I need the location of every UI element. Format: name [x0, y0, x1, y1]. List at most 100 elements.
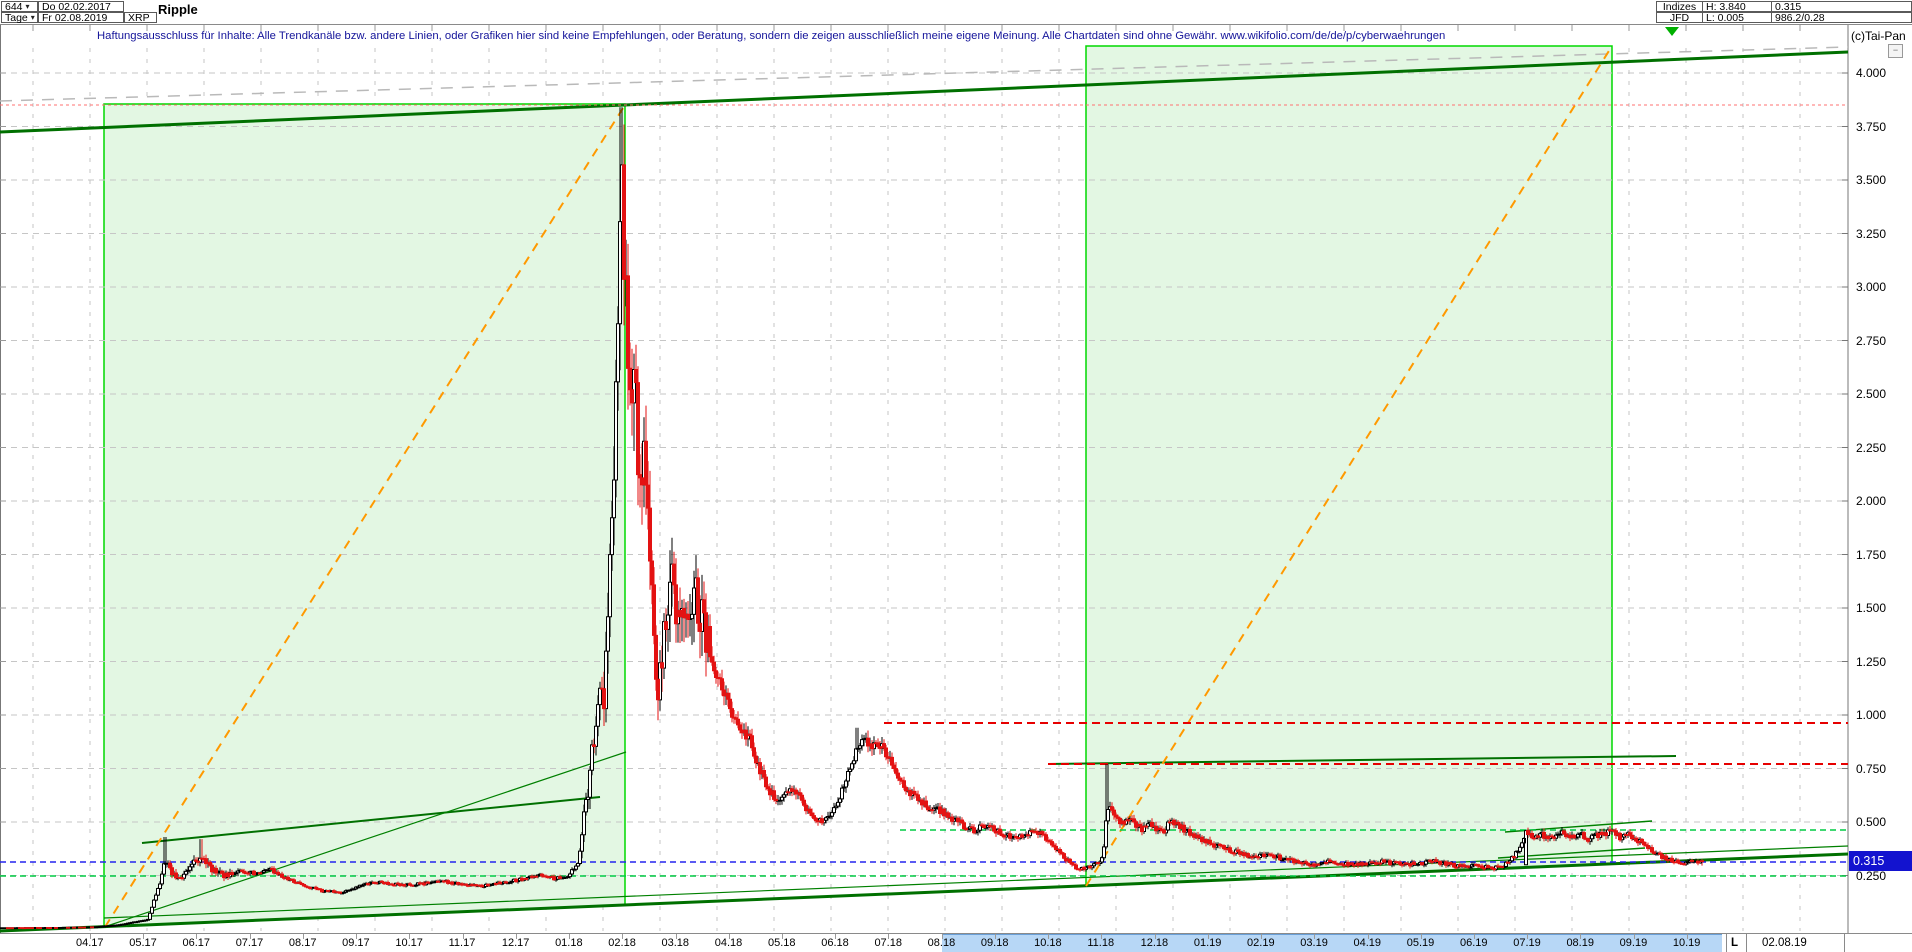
- date-to-field[interactable]: Fr 02.08.2019: [38, 12, 124, 23]
- period-count-value: 644: [5, 0, 23, 13]
- x-axis-tick: [1633, 934, 1635, 939]
- minimize-icon[interactable]: −: [1888, 44, 1903, 58]
- volume-value: 986.2/0.28: [1775, 12, 1825, 23]
- x-axis-tick: [1261, 934, 1263, 939]
- box1-mid-resistance[interactable]: [141, 796, 601, 844]
- x-axis-label: 08.17: [288, 937, 317, 949]
- channel-2019-lower[interactable]: [1497, 847, 1646, 859]
- x-axis-label: 10.19: [1672, 937, 1701, 949]
- box1-diagonal[interactable]: [104, 104, 626, 928]
- x-axis-label: 11.18: [1087, 937, 1115, 949]
- y-axis-label: 0.750: [1856, 761, 1887, 776]
- x-axis-label: 05.17: [129, 937, 157, 949]
- y-axis-label: 3.000: [1856, 280, 1887, 294]
- x-axis-label: 07.18: [874, 937, 902, 949]
- copyright-label: (c)Tai-Pan: [1851, 29, 1906, 43]
- x-axis-tick: [1686, 934, 1688, 939]
- axis-highlight-range: [942, 934, 1722, 952]
- x-axis-label: 06.17: [182, 937, 210, 949]
- x-axis-tick: [675, 934, 677, 939]
- x-axis-tick: [1207, 934, 1209, 939]
- symbol-value: XRP: [128, 11, 150, 24]
- last-price-value: 0.315: [1775, 0, 1802, 13]
- info-indizes: Indizes: [1662, 0, 1697, 13]
- period-unit-dropdown[interactable]: Tage ▾: [1, 12, 38, 23]
- x-axis-label: 05.18: [767, 937, 796, 949]
- info-source-2: JFD: [1656, 12, 1703, 23]
- x-axis-label: 12.17: [501, 937, 530, 949]
- y-axis-label: 0.500: [1856, 815, 1887, 829]
- y-axis-label: 3.750: [1856, 119, 1887, 134]
- y-axis-label: 1.750: [1856, 547, 1887, 562]
- x-axis-label: 02.18: [608, 937, 636, 949]
- chevron-down-icon: ▾: [25, 1, 30, 11]
- x-axis-label: 10.17: [395, 937, 423, 949]
- info-last-price: 0.315: [1771, 1, 1912, 12]
- x-axis-tick: [994, 934, 996, 939]
- upper-resistance-line[interactable]: [0, 50, 1849, 134]
- y-axis-label: 1.500: [1856, 601, 1887, 615]
- low-value: L: 0.005: [1706, 11, 1744, 24]
- long-support-line[interactable]: [0, 852, 1849, 933]
- x-axis-tick: [249, 934, 251, 939]
- x-axis-tick: [409, 934, 411, 939]
- info-jfd: JFD: [1669, 11, 1690, 24]
- x-axis-tick: [196, 934, 198, 939]
- chevron-down-icon: ▾: [30, 12, 35, 22]
- x-axis-label: 09.18: [980, 937, 1009, 949]
- y-axis-label: 3.500: [1856, 173, 1887, 187]
- info-source-1: Indizes: [1656, 1, 1703, 12]
- header-divider: [0, 24, 1912, 25]
- x-axis-tick: [1527, 934, 1529, 939]
- x-axis-tick: [143, 934, 145, 939]
- symbol-field[interactable]: XRP: [124, 12, 157, 23]
- last-price-badge: 0.315: [1849, 851, 1912, 871]
- period-unit-value: Tage: [5, 11, 28, 24]
- x-axis-label: 05.19: [1406, 937, 1435, 949]
- current-bar-marker-icon: [1665, 27, 1679, 36]
- box2-diagonal[interactable]: [1085, 45, 1613, 887]
- info-low: L: 0.005: [1702, 12, 1772, 23]
- x-axis-label: 09.17: [342, 937, 370, 949]
- x-axis-label: 07.19: [1513, 937, 1541, 949]
- x-axis-tick: [941, 934, 943, 939]
- y-axis-label: 1.000: [1856, 708, 1887, 722]
- date-from-value: Do 02.02.2017: [42, 0, 111, 13]
- x-axis-tick: [1473, 934, 1475, 939]
- info-volume: 986.2/0.28: [1771, 12, 1912, 23]
- x-axis-tick: [356, 934, 358, 939]
- axis-separator: [1726, 934, 1727, 952]
- box1-rising-support[interactable]: [103, 751, 627, 928]
- x-axis-tick: [622, 934, 624, 939]
- instrument-title: Ripple: [158, 2, 198, 17]
- date-to-value: Fr 02.08.2019: [42, 11, 108, 24]
- x-axis-label: 03.18: [661, 937, 690, 949]
- x-axis-tick: [302, 934, 304, 939]
- x-axis-label: 07.17: [235, 937, 264, 949]
- x-axis-label: 03.19: [1300, 937, 1328, 949]
- x-axis-tick: [90, 934, 91, 939]
- date-from-field[interactable]: Do 02.02.2017: [38, 1, 124, 12]
- period-count-dropdown[interactable]: 644 ▾: [1, 1, 38, 12]
- x-axis-tick: [1314, 934, 1316, 939]
- y-axis-label: 3.250: [1856, 226, 1887, 241]
- x-axis-tick: [728, 934, 730, 939]
- header-bar: [0, 0, 1912, 24]
- x-axis-strip[interactable]: L 02.08.19 04.17 05.17 06.17 07.17 08.17 09.1…: [0, 933, 1912, 952]
- x-axis-tick: [1580, 934, 1582, 939]
- long-support-line-2[interactable]: [103, 845, 1849, 919]
- x-axis-label: 06.18: [821, 937, 849, 949]
- x-axis-tick: [835, 934, 837, 939]
- x-axis-label: 10.18: [1034, 937, 1062, 949]
- x-axis-label: 02.19: [1247, 937, 1275, 949]
- x-axis-tick: [781, 934, 783, 939]
- x-axis-label: 11.17: [448, 937, 476, 949]
- last-date-label: 02.08.19: [1762, 937, 1807, 949]
- x-axis-label: 09.19: [1619, 937, 1648, 949]
- upper-gray-dashed-line[interactable]: [0, 46, 1849, 102]
- box2-resistance-077[interactable]: [1047, 755, 1677, 765]
- y-axis-label: 2.250: [1856, 440, 1887, 455]
- candle-bodies-down: [6, 164, 1704, 930]
